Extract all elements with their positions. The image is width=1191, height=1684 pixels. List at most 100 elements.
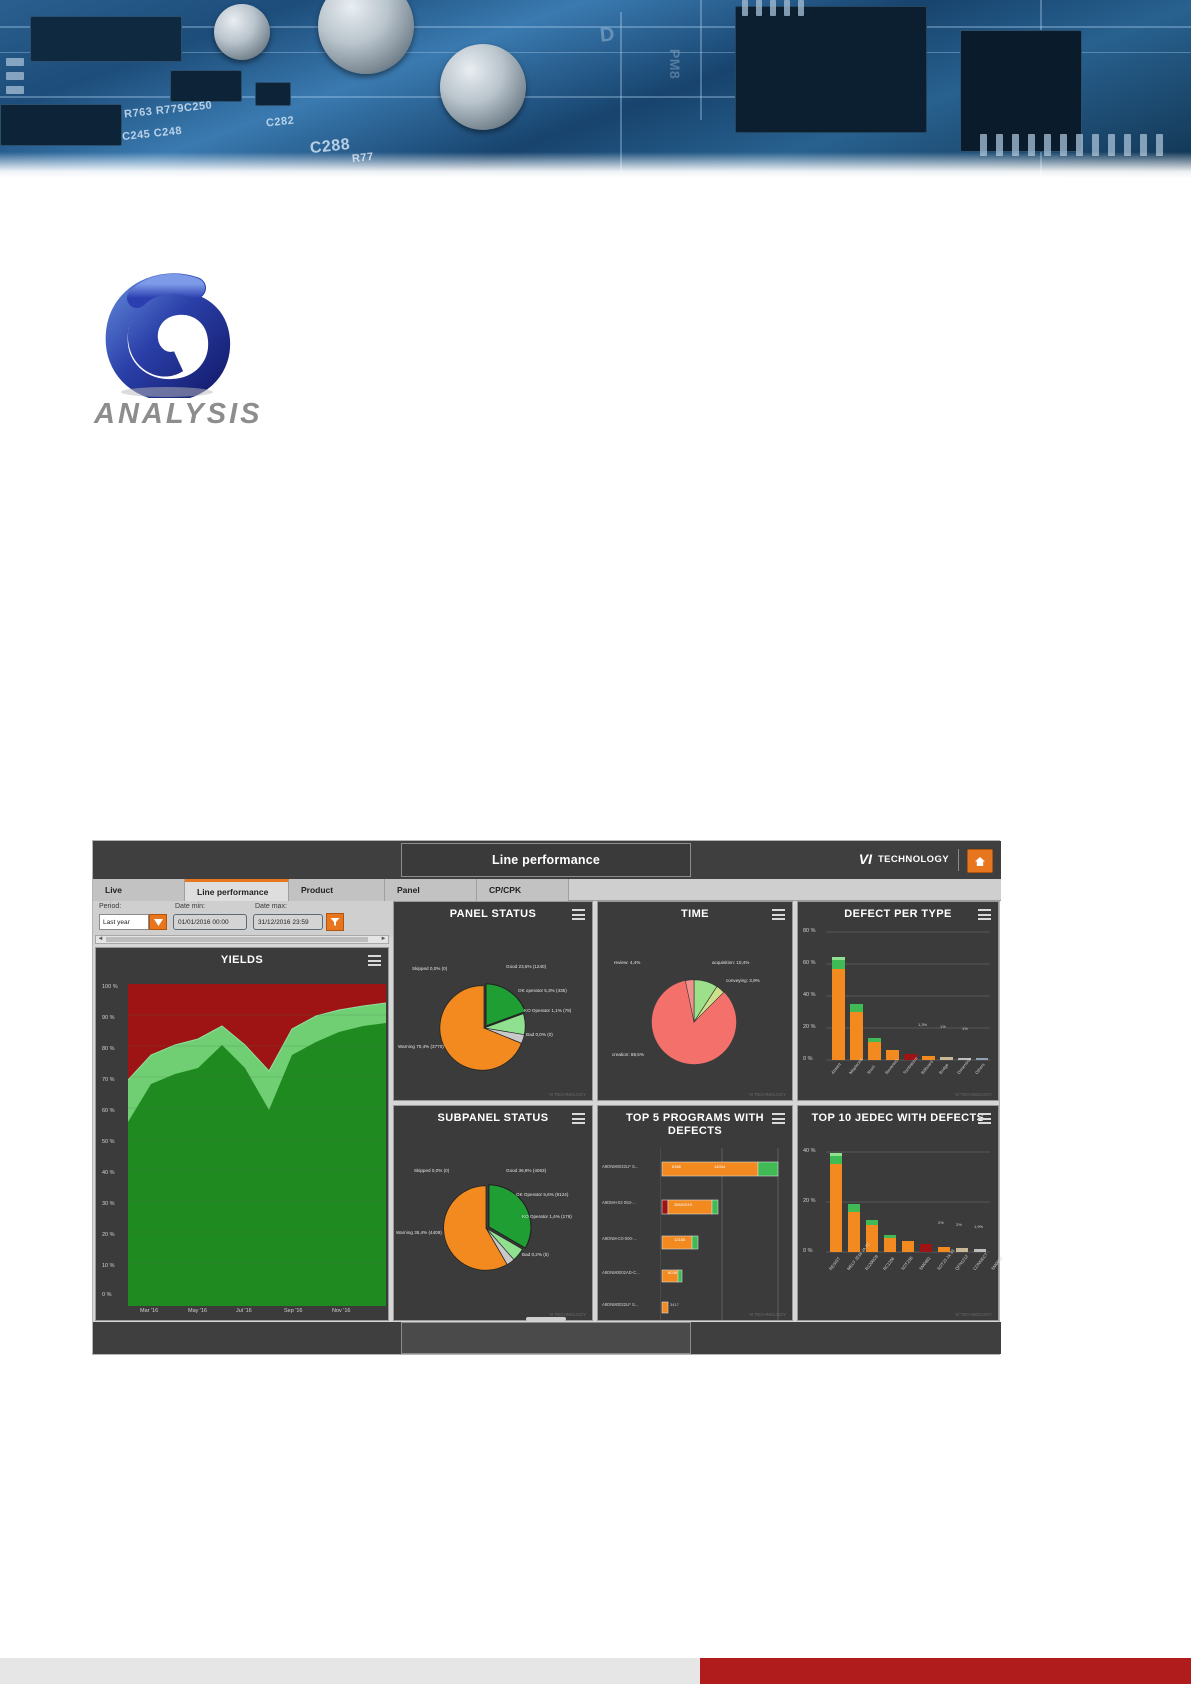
pie-label-good: Good 36,9% (4063): [506, 1168, 547, 1173]
y-tick: 0 %: [102, 1292, 112, 1298]
tab-cp-cpk[interactable]: CP/CPK: [477, 879, 569, 901]
bar-value-label: 1,3%: [918, 1022, 928, 1027]
y-tick: 40 %: [803, 1148, 816, 1154]
defect-per-type-title: DEFECT PER TYPE: [844, 908, 952, 920]
pie-label-ok-operator: OK Operator 5,6% (9124): [516, 1192, 569, 1197]
top10-jedec-menu-button[interactable]: [978, 1113, 991, 1124]
bar-value-label: 14034: [714, 1164, 726, 1169]
y-tick: 60 %: [102, 1108, 115, 1114]
pcb-banner-image: R763 R779C250 C245 C248 C282 C288 R77 D …: [0, 0, 1191, 178]
silkscreen-label: R763 R779C250: [123, 99, 213, 121]
panel-status-card: PANEL STATUS Skipped 0,0% (0) Good 23,6%…: [393, 901, 593, 1101]
logo-wordmark: ANALYSIS: [94, 398, 263, 430]
defect-per-type-card: DEFECT PER TYPE 80 % 60 % 40 % 20 % 0 %: [797, 901, 999, 1101]
pie-label-warning: Warning 70,4% (3770): [398, 1044, 444, 1049]
y-category: A9DMH-02 053-...: [602, 1200, 636, 1205]
y-category: A9DNM0022LF S...: [602, 1164, 639, 1169]
status-plate: [401, 1317, 691, 1354]
horizontal-scrollbar[interactable]: ◄ ►: [95, 935, 389, 944]
y-tick: 80 %: [102, 1046, 115, 1052]
bar-value-label: 2%: [938, 1220, 944, 1225]
top10-jedec-card: TOP 10 JEDEC WITH DEFECTS 40 % 20 % 0 % …: [797, 1105, 1004, 1321]
y-tick: 40 %: [803, 992, 816, 998]
sigma-swirl-icon: [105, 273, 231, 398]
pie-label-ok-operator: OK operator 5,3% (435): [518, 988, 567, 993]
tab-label: Panel: [397, 885, 420, 895]
y-tick: 20 %: [803, 1024, 816, 1030]
bar-value-label: 2%: [956, 1222, 962, 1227]
pie-label-bad: Bad 0,0% (0): [526, 1032, 553, 1037]
x-tick: Mar '16: [140, 1308, 159, 1314]
page-footer-bar: [0, 1658, 1191, 1684]
x-tick: May '16: [188, 1308, 208, 1314]
analysis-logo: ANALYSIS: [88, 270, 288, 460]
yields-area-plot: [128, 984, 386, 1306]
home-button[interactable]: [967, 849, 993, 873]
scrollbar-thumb[interactable]: [106, 937, 368, 942]
watermark: VI TECHNOLOGY: [749, 1312, 786, 1317]
brand-divider: [958, 849, 959, 871]
yields-card: YIELDS 100 % 90 % 80 % 70 % 60 % 50 % 40…: [95, 947, 389, 1321]
y-tick: 30 %: [102, 1201, 115, 1207]
watermark: VI TECHNOLOGY: [749, 1092, 786, 1097]
y-tick: 10 %: [102, 1263, 115, 1269]
subpanel-status-card: SUBPANEL STATUS Skipped 0,0% (0) Good 36…: [393, 1105, 593, 1321]
watermark: VI TECHNOLOGY: [955, 1312, 992, 1317]
window-title-plate: Line performance: [401, 843, 691, 877]
filter-bar: Period: Last year Date min: 01/01/2016 0…: [93, 901, 393, 937]
period-label: Period:: [99, 903, 122, 910]
y-tick: 20 %: [803, 1198, 816, 1204]
yields-menu-button[interactable]: [368, 955, 381, 966]
tab-label: CP/CPK: [489, 885, 522, 895]
defect-per-type-menu-button[interactable]: [978, 909, 991, 920]
tab-line-performance[interactable]: Line performance: [185, 879, 289, 901]
y-tick: 50 %: [102, 1139, 115, 1145]
date-min-input[interactable]: 01/01/2016 00:00: [173, 914, 247, 930]
silkscreen-label: C245 C248: [121, 124, 183, 144]
pie-label-good: Good 23,6% (1240): [506, 964, 547, 969]
date-max-label: Date max:: [255, 903, 287, 910]
pie-label-ko-operator: KO Operator 1,1% (79): [524, 1008, 572, 1013]
brand-logo: VI TECHNOLOGY: [859, 851, 949, 867]
top5-programs-menu-button[interactable]: [772, 1113, 785, 1124]
panel-status-pie: [439, 983, 527, 1071]
apply-filter-button[interactable]: [326, 913, 344, 931]
y-tick: 100 %: [102, 984, 118, 990]
pie-label-creation: creation: 88,5%: [612, 1052, 644, 1057]
top5-programs-card: TOP 5 PROGRAMS WITH DEFECTS A9DNM0022LF …: [597, 1105, 793, 1321]
pie-label-bad: Bad 0,2% (5): [522, 1252, 549, 1257]
panel-status-menu-button[interactable]: [572, 909, 585, 920]
watermark: VI TECHNOLOGY: [549, 1092, 586, 1097]
bar-value-label: 1%: [940, 1024, 946, 1029]
pie-label-skipped: Skipped 0,0% (0): [414, 1168, 450, 1173]
y-category: A9DNM0022LF S...: [602, 1302, 639, 1307]
tab-label: Live: [105, 885, 123, 895]
bar-value-label: 38631019: [674, 1202, 692, 1207]
tab-label: Line performance: [197, 886, 269, 897]
bar-value-label: 6038: [668, 1270, 677, 1275]
tab-product[interactable]: Product: [289, 879, 385, 901]
y-tick: 40 %: [102, 1170, 115, 1176]
y-tick: 60 %: [803, 960, 816, 966]
footer-left-block: [0, 1658, 700, 1684]
page-title: Line performance: [491, 853, 601, 867]
tab-live[interactable]: Live: [93, 879, 185, 901]
date-max-input[interactable]: 31/12/2016 23:59: [253, 914, 323, 930]
pie-label-acquisition: acquisition: 10,4%: [712, 960, 750, 965]
resize-grip[interactable]: [526, 1317, 566, 1321]
tab-label: Product: [301, 885, 334, 895]
subpanel-status-menu-button[interactable]: [572, 1113, 585, 1124]
watermark: VI TECHNOLOGY: [955, 1092, 992, 1097]
y-category: A9DNM0002AD-C...: [602, 1270, 640, 1275]
tab-bar[interactable]: Live Line performance Product Panel CP/C…: [93, 879, 1001, 901]
y-tick: 70 %: [102, 1077, 115, 1083]
period-select[interactable]: Last year: [99, 914, 149, 930]
app-statusbar: [93, 1317, 1001, 1354]
y-category: A9DNM-C0-000-...: [602, 1236, 637, 1241]
time-menu-button[interactable]: [772, 909, 785, 920]
top10-jedec-title: TOP 10 JEDEC WITH DEFECTS: [811, 1112, 985, 1124]
tab-panel[interactable]: Panel: [385, 879, 477, 901]
bar-value-label: 1%: [962, 1026, 968, 1031]
period-dropdown-button[interactable]: [149, 914, 167, 930]
pie-label-skipped: Skipped 0,0% (0): [412, 966, 448, 971]
